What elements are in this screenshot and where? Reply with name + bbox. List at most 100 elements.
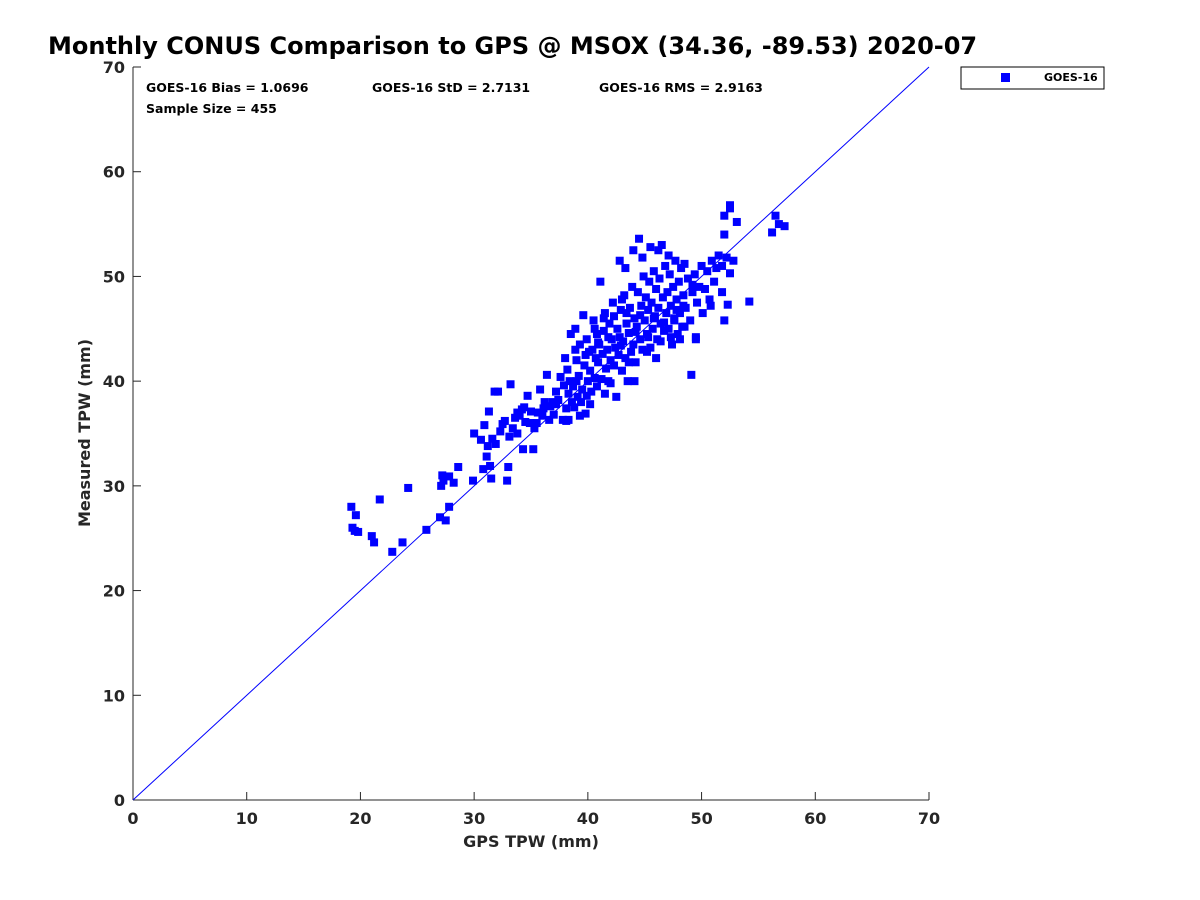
data-point — [660, 318, 669, 327]
data-point — [729, 256, 738, 265]
data-point — [780, 222, 789, 231]
data-point — [637, 301, 646, 310]
data-point — [439, 476, 448, 485]
data-point — [367, 532, 376, 541]
data-point — [670, 316, 679, 325]
data-point — [398, 538, 407, 547]
data-point — [583, 377, 592, 386]
data-point — [519, 445, 528, 454]
data-point — [707, 256, 716, 265]
data-point — [652, 284, 661, 293]
data-point — [606, 356, 615, 365]
data-point — [603, 345, 612, 354]
data-point — [612, 392, 621, 401]
data-point — [454, 463, 463, 472]
data-point — [672, 305, 681, 314]
data-point — [588, 345, 597, 354]
data-point — [496, 427, 505, 436]
data-point — [614, 350, 623, 359]
data-point — [688, 280, 697, 289]
data-point — [672, 295, 681, 304]
y-tick-label: 50 — [103, 267, 125, 286]
data-point — [718, 288, 727, 297]
data-point — [404, 483, 413, 492]
data-point — [646, 243, 655, 252]
plot-area: 0 10 20 30 40 50 60 70 0 10 20 30 40 50 60 70 — [103, 58, 940, 828]
data-point — [690, 270, 699, 279]
data-point — [571, 345, 580, 354]
sample-size-stat: Sample Size = 455 — [146, 101, 277, 116]
x-tick-label: 20 — [349, 809, 371, 828]
data-point — [479, 465, 488, 474]
data-point — [768, 228, 777, 237]
data-point — [664, 251, 673, 260]
data-point — [571, 324, 580, 333]
data-point — [594, 338, 603, 347]
data-point — [347, 502, 356, 511]
data-point — [624, 358, 633, 367]
data-point — [370, 538, 379, 547]
data-point — [679, 301, 688, 310]
data-point — [723, 300, 732, 309]
data-point — [695, 282, 704, 291]
data-point — [679, 291, 688, 300]
data-point — [613, 324, 622, 333]
data-point — [671, 256, 680, 265]
data-point — [621, 354, 630, 363]
data-point — [622, 309, 631, 318]
data-point — [591, 354, 600, 363]
data-point — [706, 301, 715, 310]
data-point — [582, 335, 591, 344]
data-point — [470, 429, 479, 438]
data-point — [617, 366, 626, 375]
data-point — [599, 326, 608, 335]
data-point — [600, 389, 609, 398]
data-point — [486, 461, 495, 470]
data-point — [602, 364, 611, 373]
data-point — [508, 424, 517, 433]
data-point — [511, 413, 520, 422]
data-point — [521, 417, 530, 426]
data-point — [660, 326, 669, 335]
data-point — [657, 241, 666, 250]
data-point — [649, 314, 658, 323]
data-point — [610, 361, 619, 370]
data-point — [700, 284, 709, 293]
data-point — [633, 288, 642, 297]
x-axis-label: GPS TPW (mm) — [463, 832, 599, 851]
data-point — [445, 502, 454, 511]
data-point — [574, 371, 583, 380]
data-point — [565, 377, 574, 386]
data-point — [530, 424, 539, 433]
data-point — [629, 246, 638, 255]
data-point — [586, 400, 595, 409]
data-point — [661, 261, 670, 270]
data-point — [539, 404, 548, 413]
data-point — [573, 392, 582, 401]
data-point — [575, 340, 584, 349]
data-point — [673, 330, 682, 339]
rms-stat: GOES-16 RMS = 2.9163 — [599, 80, 763, 95]
data-point — [436, 513, 445, 522]
data-point — [556, 372, 565, 381]
one-to-one-line — [132, 66, 930, 801]
data-point — [677, 264, 686, 273]
data-point — [631, 358, 640, 367]
data-point — [564, 389, 573, 398]
data-point — [726, 204, 734, 213]
data-point — [438, 471, 447, 480]
data-point — [680, 322, 689, 331]
data-point — [572, 377, 581, 386]
data-point — [714, 251, 723, 260]
data-point — [351, 511, 360, 520]
data-point — [532, 419, 541, 428]
data-point — [698, 309, 707, 318]
y-axis-label: Measured TPW (mm) — [75, 339, 94, 527]
legend-box — [960, 66, 1105, 90]
data-point — [590, 374, 599, 383]
data-point — [745, 297, 754, 306]
data-point — [624, 328, 633, 337]
data-point — [656, 337, 665, 346]
x-tick-label: 10 — [236, 809, 258, 828]
data-point — [354, 527, 363, 536]
